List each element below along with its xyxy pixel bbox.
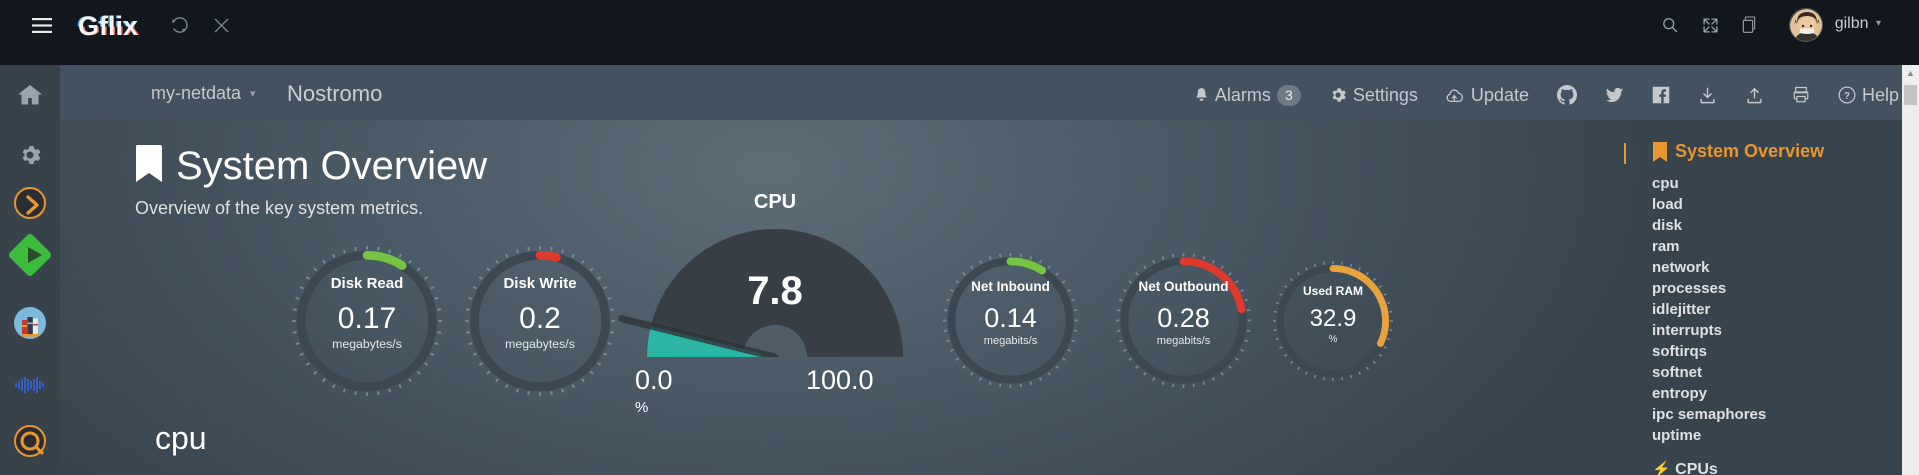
svg-text:?: ? <box>1844 91 1850 102</box>
